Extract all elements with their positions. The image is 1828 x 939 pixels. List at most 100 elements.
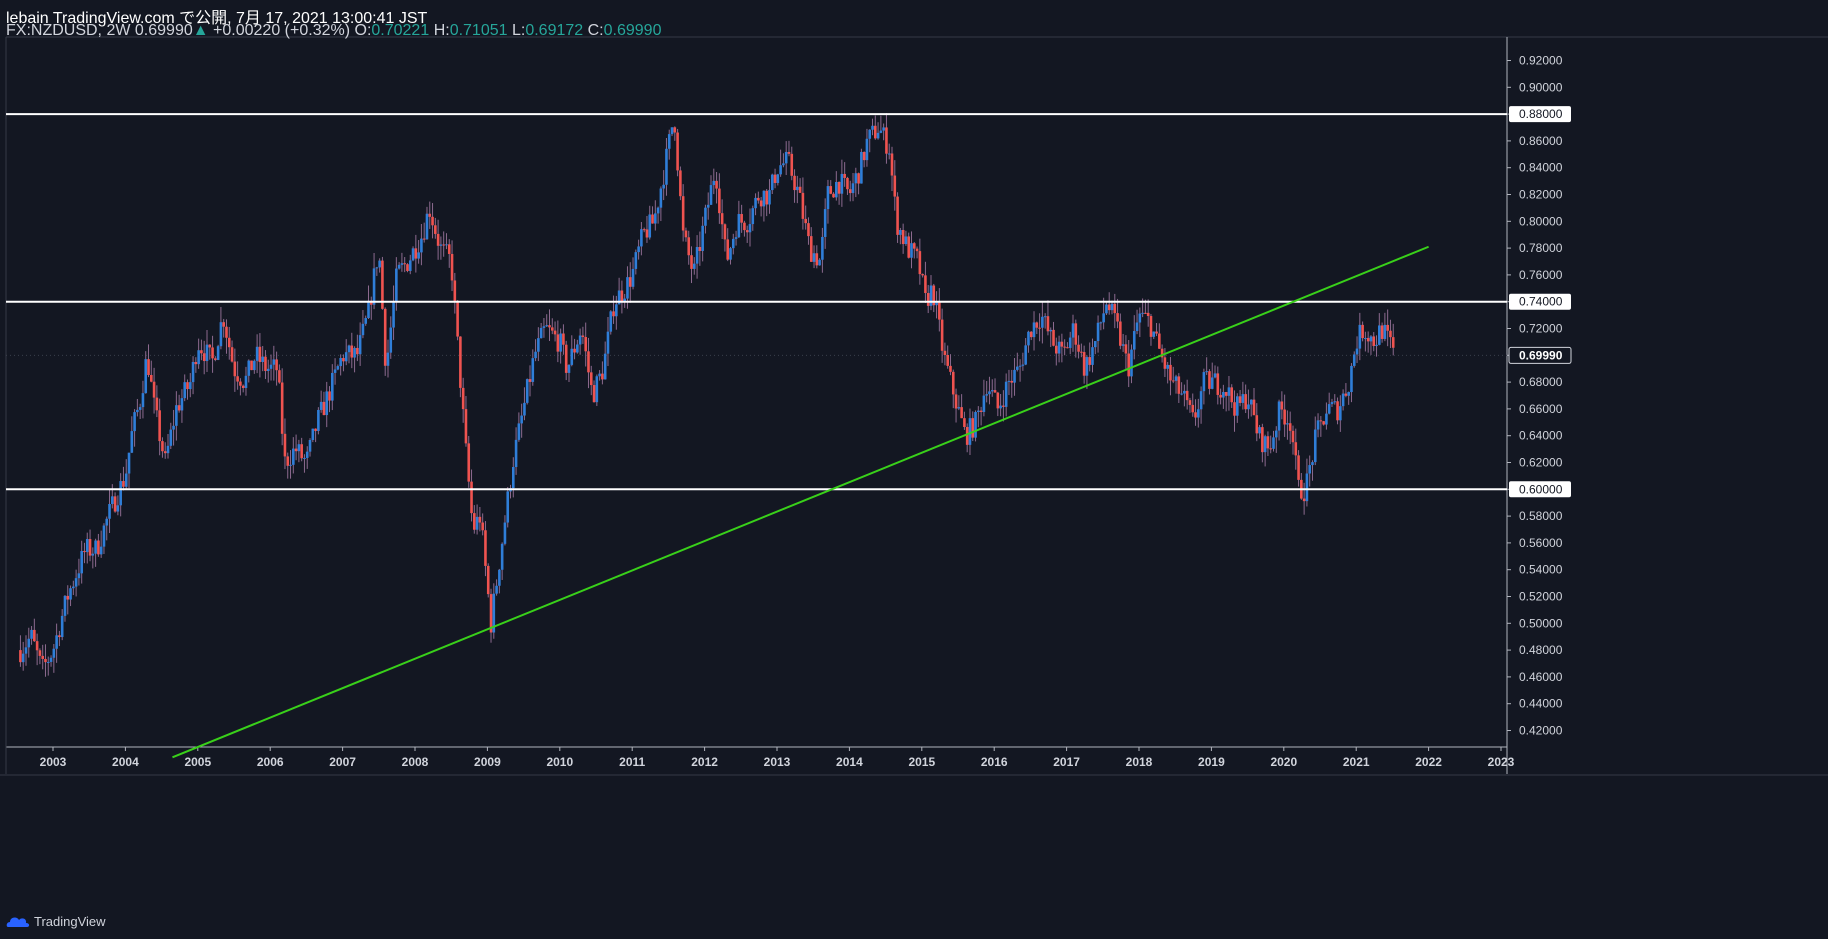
candle-down [915, 248, 919, 252]
candle-up [191, 361, 195, 383]
candle-down [993, 390, 997, 393]
time-tick-label: 2017 [1053, 755, 1080, 769]
candle-up [400, 263, 404, 265]
level-price-tag [1509, 293, 1571, 310]
candle-up [882, 127, 885, 131]
candle-down [857, 173, 860, 184]
candle-up [796, 186, 799, 191]
candle-up [361, 323, 365, 336]
candle-up [1272, 437, 1275, 449]
candle-up [1197, 409, 1200, 418]
candle-up [1043, 316, 1047, 318]
candle-down [322, 401, 326, 416]
candle-down [829, 186, 833, 194]
candle-up [1311, 462, 1314, 466]
candle-up [626, 277, 629, 299]
candle-up [269, 364, 273, 369]
candle-up [615, 304, 618, 317]
candle-down [1029, 331, 1033, 338]
candle-up [136, 409, 139, 413]
candle-down [926, 293, 930, 306]
candle-up [1174, 376, 1178, 381]
candle-down [1169, 364, 1172, 381]
candle-down [258, 346, 262, 362]
candle-up [1199, 391, 1203, 410]
candle-up [1018, 365, 1022, 367]
time-tick-label: 2012 [691, 755, 718, 769]
candle-down [1113, 303, 1117, 314]
candle-down [890, 153, 894, 176]
candle-down [1002, 405, 1005, 407]
candle-down [461, 387, 465, 410]
candle-down [486, 565, 490, 595]
high-label: H: [433, 22, 450, 39]
candle-down [893, 175, 897, 197]
candle-up [1110, 303, 1114, 311]
candle-up [656, 207, 660, 214]
candle-up [1369, 336, 1373, 342]
candle-up [537, 338, 540, 352]
candle-up [974, 411, 977, 438]
candle-down [1280, 401, 1284, 410]
candle-down [1035, 322, 1039, 328]
candle-up [1004, 381, 1008, 407]
candle-down [645, 229, 649, 238]
candle-up [503, 522, 507, 544]
candle-up [598, 373, 601, 377]
candle-up [1135, 322, 1139, 332]
candle-down [1302, 498, 1306, 502]
candle-up [990, 390, 994, 392]
candle-down [122, 481, 125, 487]
candle-down [58, 635, 61, 638]
candle-up [358, 335, 362, 355]
candle-up [1202, 372, 1206, 392]
candle-down [651, 214, 654, 224]
candle-up [197, 350, 200, 365]
candle-down [1054, 345, 1058, 354]
price-tick-label: 0.86000 [1519, 134, 1563, 148]
candle-up [988, 391, 991, 395]
candle-up [498, 569, 501, 586]
candle-down [194, 361, 198, 365]
candle-down [214, 358, 217, 360]
candle-down [44, 658, 47, 663]
candle-down [951, 371, 955, 395]
candle-down [938, 301, 941, 320]
level-price-label: 0.60000 [1519, 482, 1563, 496]
candle-up [1316, 420, 1320, 430]
candle-up [706, 204, 710, 208]
candle-up [63, 595, 67, 616]
candle-up [1141, 312, 1144, 314]
candle-down [1046, 316, 1050, 332]
candle-up [141, 393, 145, 408]
candle-up [910, 243, 913, 258]
candle-down [1038, 327, 1041, 329]
tradingview-footer[interactable]: TradingView [6, 910, 106, 932]
candle-down [550, 327, 554, 331]
price-tick-label: 0.42000 [1519, 724, 1563, 738]
price-tick-label: 0.92000 [1519, 54, 1563, 68]
candle-up [1350, 365, 1353, 393]
candle-up [868, 129, 872, 139]
time-tick-label: 2018 [1126, 755, 1153, 769]
price-tick-label: 0.84000 [1519, 161, 1563, 175]
candle-up [1071, 323, 1075, 338]
candle-up [1247, 404, 1250, 410]
symbol-label[interactable]: FX:NZDUSD, 2W [6, 22, 131, 39]
candle-down [885, 127, 888, 154]
time-tick-label: 2007 [329, 755, 356, 769]
candle-up [1325, 413, 1328, 425]
price-tick-label: 0.66000 [1519, 402, 1563, 416]
candle-down [1386, 324, 1389, 331]
candle-down [19, 650, 22, 663]
candle-down [431, 216, 434, 226]
candle-down [723, 224, 727, 240]
candle-up [475, 516, 479, 530]
candle-down [743, 222, 746, 231]
candle-down [1107, 304, 1111, 311]
candle-up [1210, 377, 1214, 389]
time-tick-label: 2006 [257, 755, 284, 769]
candle-up [244, 375, 248, 388]
candle-up [408, 260, 412, 271]
